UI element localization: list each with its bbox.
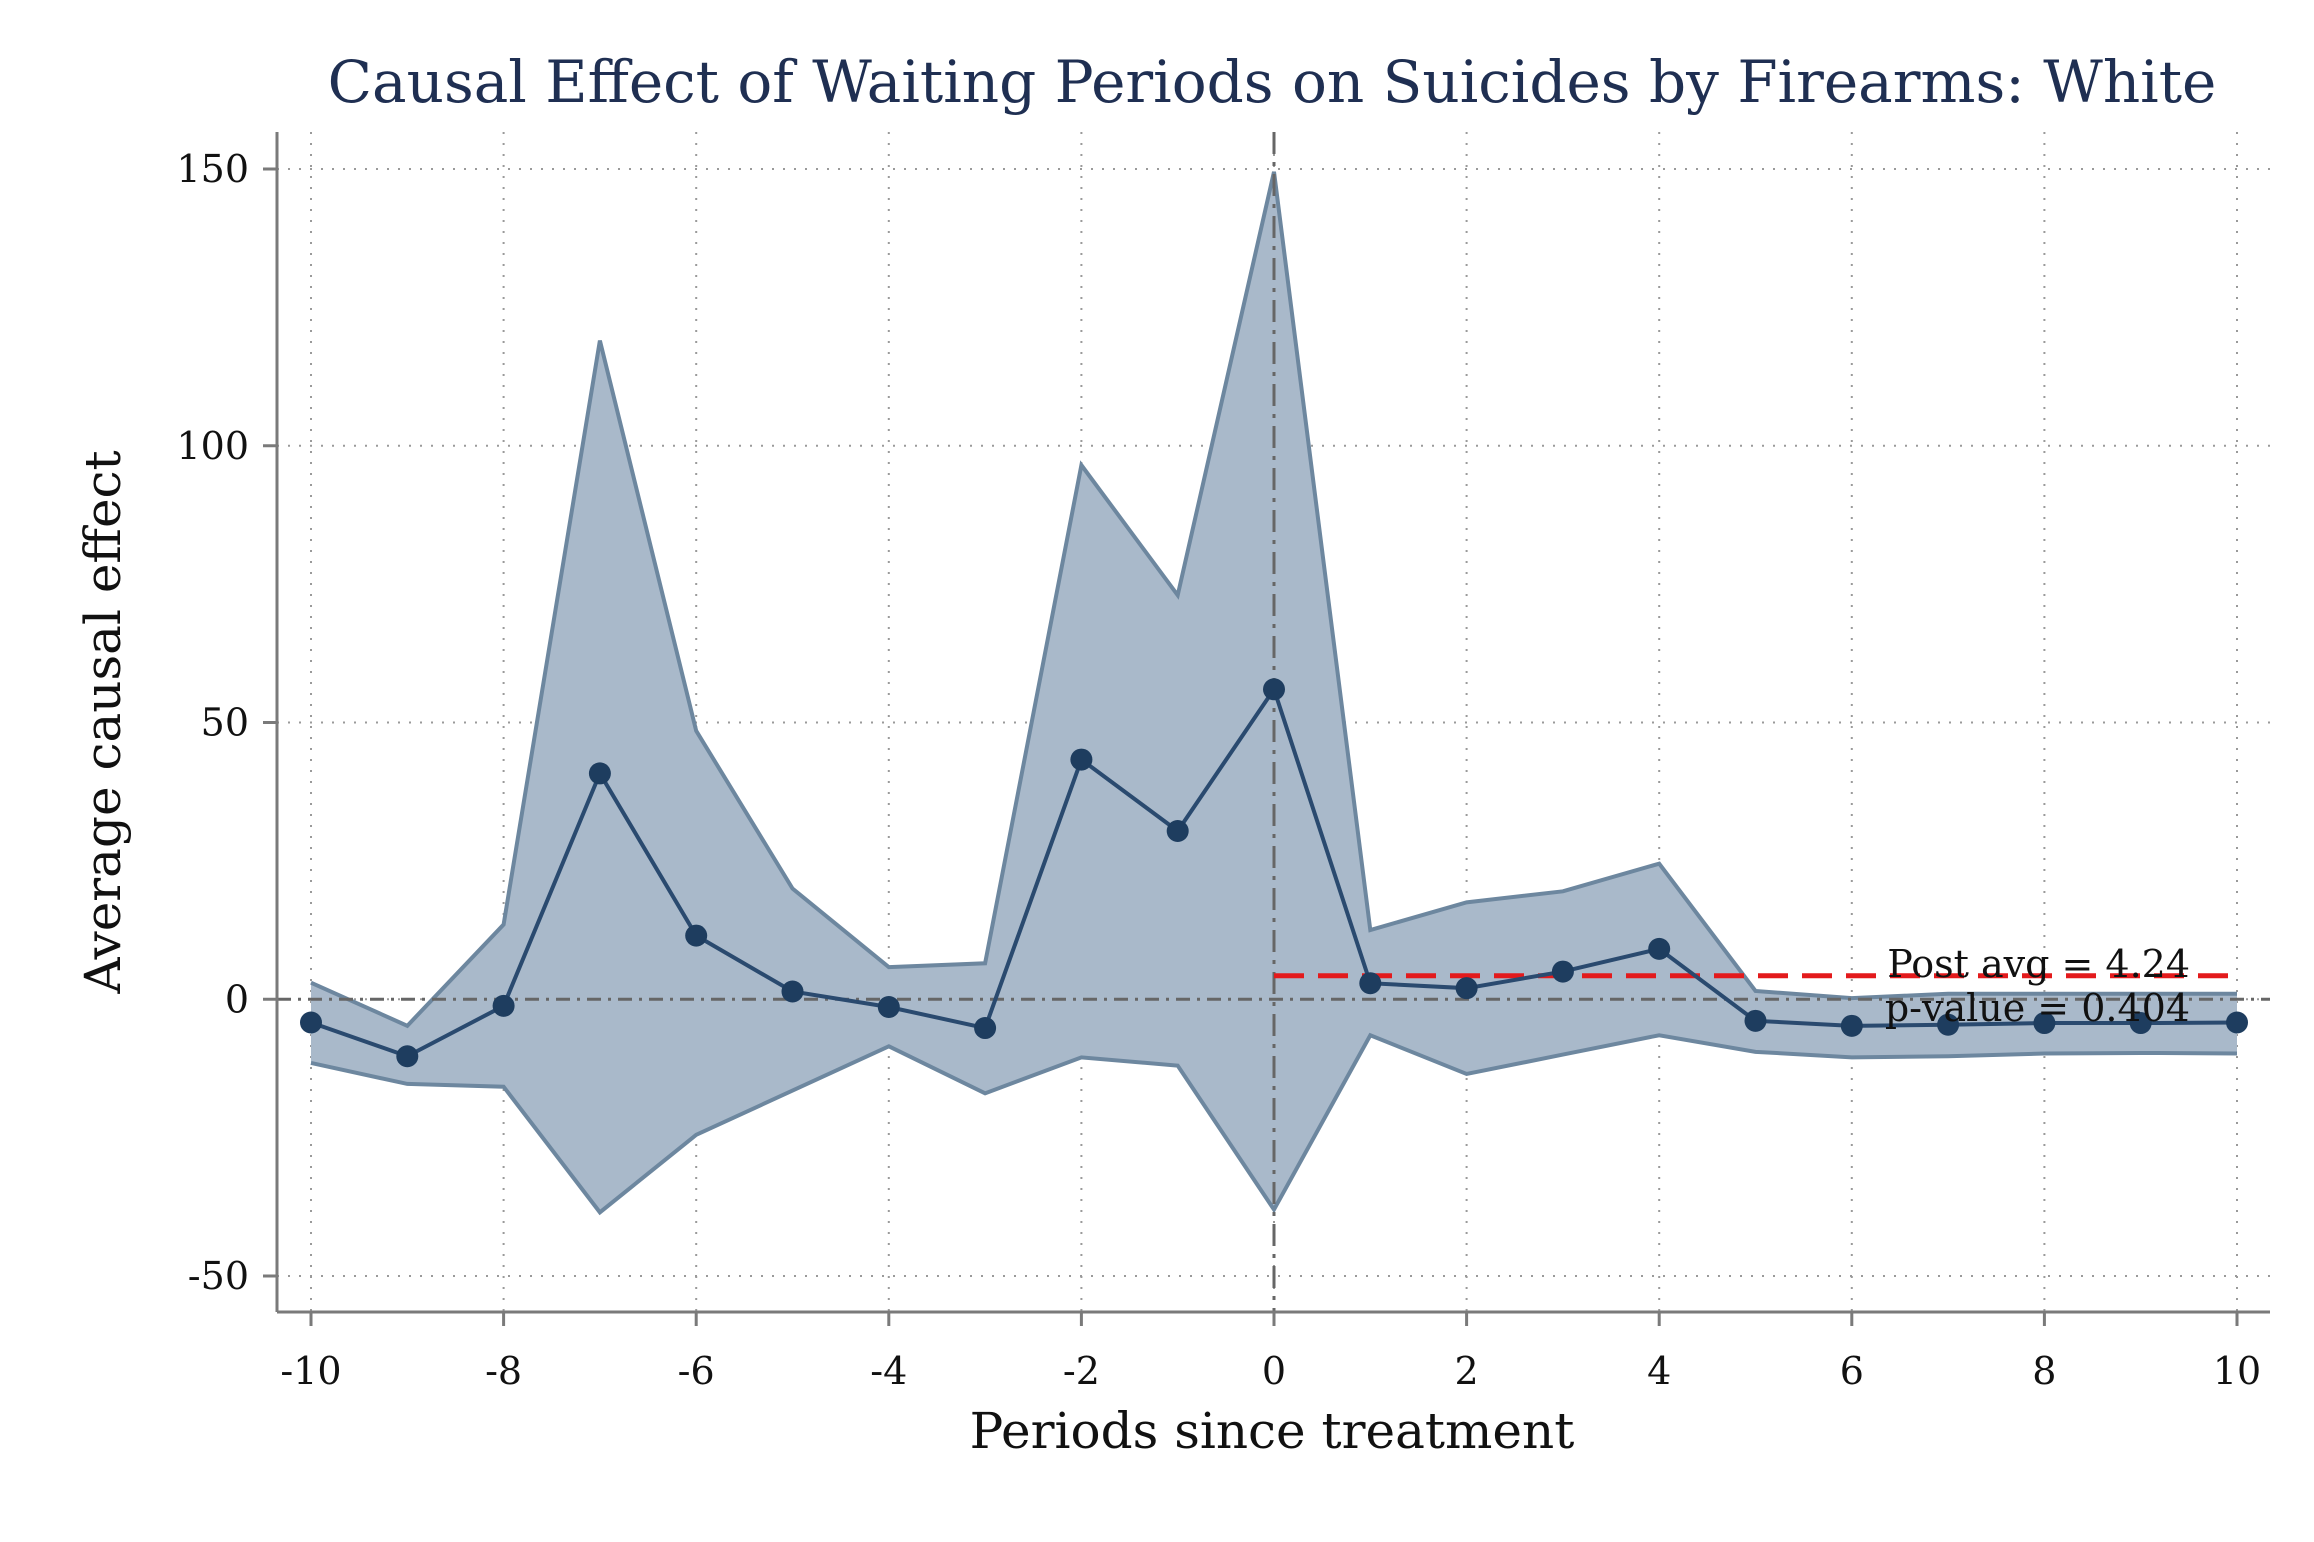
data-point--8	[492, 994, 515, 1017]
y-tick-label-50: 50	[201, 701, 249, 745]
data-point--6	[685, 924, 708, 947]
data-point--4	[877, 995, 900, 1018]
data-point-6	[1840, 1014, 1863, 1037]
data-point-5	[1744, 1009, 1767, 1032]
data-point-8	[2033, 1012, 2056, 1035]
axes	[263, 132, 2270, 1326]
x-tick-label--4: -4	[870, 1349, 907, 1393]
y-tick-label-0: 0	[225, 977, 249, 1021]
x-tick-label--2: -2	[1063, 1349, 1100, 1393]
data-point--5	[781, 980, 804, 1003]
data-point-4	[1648, 937, 1671, 960]
series-group	[300, 678, 2248, 1068]
ci-lower-line	[310, 1032, 2238, 1216]
data-point-3	[1551, 960, 1574, 983]
ci-upper-line	[310, 171, 2237, 1029]
x-tick-label-10: 10	[2213, 1349, 2261, 1393]
y-tick-label-100: 100	[176, 424, 249, 468]
data-point-1	[1359, 972, 1382, 995]
data-point-7	[1937, 1013, 1960, 1036]
data-point--9	[396, 1045, 419, 1068]
data-point-10	[2226, 1011, 2248, 1034]
x-tick-label--6: -6	[678, 1349, 715, 1393]
data-point--10	[300, 1011, 322, 1034]
x-tick-label--8: -8	[485, 1349, 522, 1393]
data-point-0	[1263, 678, 1285, 701]
y-tick-label-150: 150	[176, 147, 249, 191]
data-point--1	[1166, 819, 1189, 842]
x-tick-label-0: 0	[1262, 1349, 1286, 1393]
post-avg-annotation: Post avg = 4.24	[1887, 942, 2190, 986]
data-point--7	[588, 762, 611, 785]
data-point--2	[1070, 748, 1093, 771]
x-tick-label--10: -10	[280, 1349, 341, 1393]
data-point-2	[1455, 977, 1478, 1000]
x-tick-label-4: 4	[1647, 1349, 1671, 1393]
tick-labels: -50 0 50 100 150 -10 -8 -6 -4 -2 0 2 4 6 8 10	[176, 147, 2261, 1393]
x-tick-label-6: 6	[1840, 1349, 1864, 1393]
chart-title: Causal Effect of Waiting Periods on Suic…	[328, 48, 2217, 116]
x-axis-title: Periods since treatment	[970, 1402, 1575, 1460]
data-point-9	[2129, 1012, 2152, 1035]
x-tick-label-8: 8	[2032, 1349, 2056, 1393]
x-tick-label-2: 2	[1455, 1349, 1479, 1393]
data-point--3	[974, 1017, 997, 1040]
y-tick-label--50: -50	[188, 1254, 249, 1298]
p-value-annotation: p-value = 0.404	[1885, 986, 2190, 1030]
reference-lines	[277, 132, 2270, 1312]
y-axis-title: Average causal effect	[74, 450, 132, 994]
